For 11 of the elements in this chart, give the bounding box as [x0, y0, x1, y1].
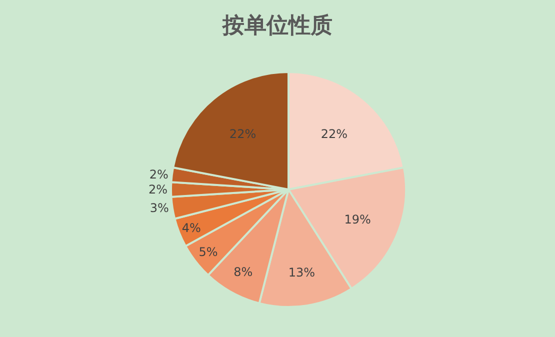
data-label: 3% — [150, 201, 169, 216]
data-label: 4% — [182, 220, 201, 235]
data-label: 5% — [198, 244, 218, 259]
data-label: 19% — [344, 212, 371, 226]
data-label: 22% — [320, 127, 348, 142]
data-label: 2% — [148, 182, 168, 196]
chart-title: 按单位性质 — [222, 13, 332, 38]
data-label: 13% — [288, 266, 315, 280]
data-label: 8% — [234, 264, 253, 279]
data-label: 2% — [149, 168, 168, 182]
data-label: 22% — [229, 127, 256, 142]
